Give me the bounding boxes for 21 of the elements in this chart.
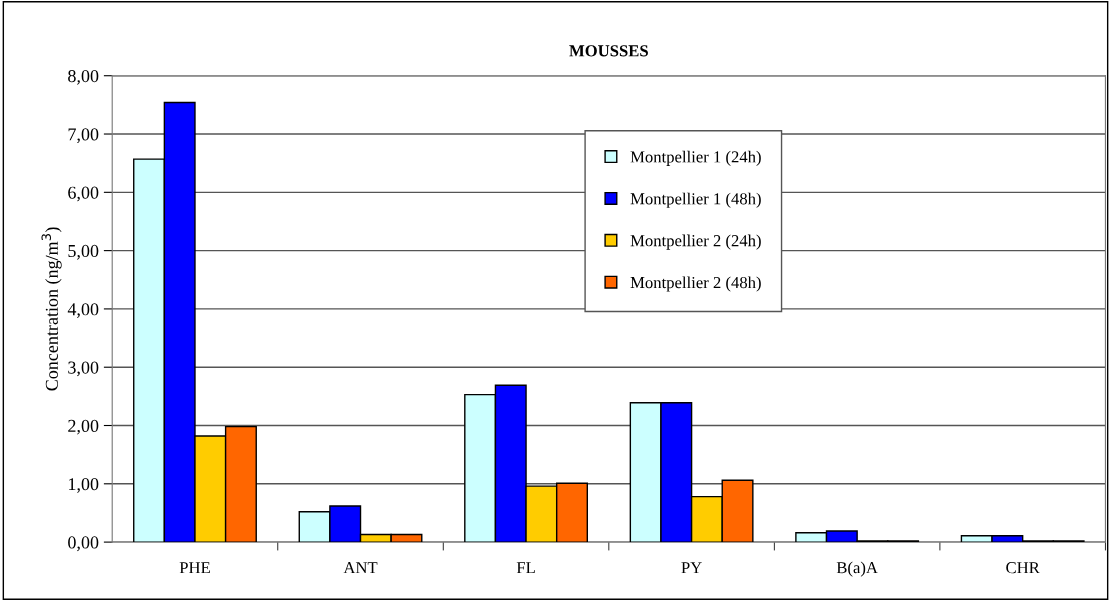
x-tick-label: ANT	[343, 562, 378, 574]
y-tick-label: 6,00	[68, 186, 99, 202]
y-axis-title: Concentration (ng/m$^{3}$)	[41, 227, 62, 391]
y-tick-label: 7,00	[68, 128, 99, 144]
y-tick-label: 1,00	[69, 478, 99, 493]
y-tick-label: 2,00	[68, 419, 99, 435]
chart-title: MOUSSES	[569, 45, 648, 57]
x-tick-label: CHR	[1006, 562, 1040, 574]
x-tick-label: PY	[681, 562, 702, 574]
x-tick-label: FL	[516, 562, 535, 574]
x-tick-label: B(a)A	[836, 561, 878, 577]
y-tick-label: 0,00	[68, 536, 99, 552]
x-tick-label: PHE	[179, 562, 210, 574]
y-tick-label: 3,00	[68, 361, 99, 377]
legend-label: Montpellier 2 (24h)	[630, 234, 761, 250]
legend-label: Montpellier 2 (48h)	[630, 276, 761, 292]
y-tick-label: 4,00	[67, 303, 99, 318]
y-tick-label: 8,00	[68, 69, 99, 85]
y-tick-label: 5,00	[68, 244, 99, 260]
legend-label: Montpellier 1 (24h)	[630, 150, 761, 166]
legend-label: Montpellier 1 (48h)	[630, 192, 761, 208]
